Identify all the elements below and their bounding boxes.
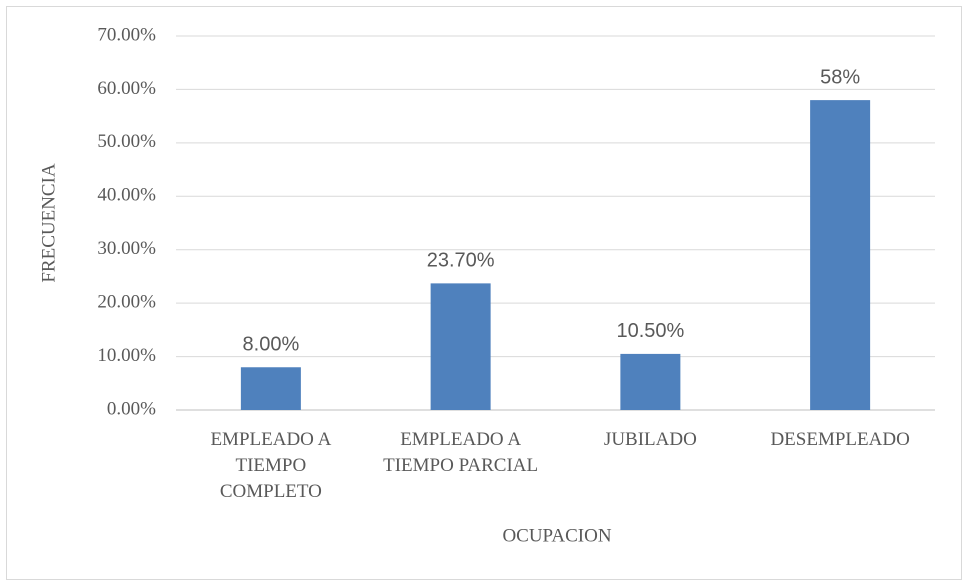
value-label: 23.70%: [427, 250, 495, 272]
y-tick-label: 0.00%: [107, 398, 156, 419]
value-label: 58%: [820, 66, 860, 88]
bar: [430, 283, 491, 410]
x-tick-label: DESEMPLEADO: [770, 429, 910, 450]
value-label: 10.50%: [616, 320, 684, 342]
y-tick-label: 30.00%: [97, 238, 156, 259]
y-tick-label: 20.00%: [97, 292, 156, 313]
x-axis-title: OCUPACION: [502, 525, 611, 546]
y-tick-label: 40.00%: [97, 185, 156, 206]
y-tick-label: 10.00%: [97, 345, 156, 366]
bar: [620, 353, 681, 410]
bar: [240, 367, 301, 410]
bar: [810, 100, 871, 410]
x-tick-label: JUBILADO: [603, 429, 697, 450]
y-axis-title: FRECUENCIA: [38, 163, 59, 283]
x-tick-label: EMPLEADO A TIEMPO PARCIAL: [383, 429, 539, 476]
x-tick-label: EMPLEADO A TIEMPO COMPLETO: [210, 429, 332, 502]
y-tick-label: 70.00%: [97, 24, 156, 45]
value-label: 8.00%: [243, 334, 300, 356]
y-tick-label: 60.00%: [97, 78, 156, 99]
y-tick-label: 50.00%: [97, 131, 156, 152]
